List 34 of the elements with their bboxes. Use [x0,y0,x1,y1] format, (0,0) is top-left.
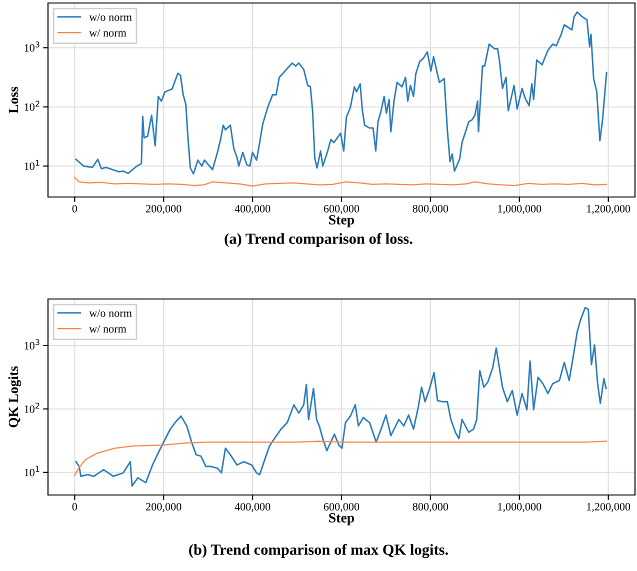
x-tick-label: 400,000 [234,502,270,512]
line-series [74,176,608,187]
legend-label: w/o norm [89,13,132,21]
x-tick-label: 800,000 [412,502,448,512]
legend-label: w/o norm [89,309,132,317]
y-tick-label: 10$^{3}$ [24,42,40,52]
x-tick-label: 400,000 [234,204,270,214]
x-axis-title: Step [329,513,354,526]
y-tick-label: 10$^{3}$ [24,339,40,350]
x-tick-label: 600,000 [324,204,360,214]
x-tick-label: 800,000 [412,204,448,214]
x-tick-label: 0 [72,502,78,510]
x-axis-title: Step [329,215,354,228]
x-tick-label: 600,000 [324,502,360,512]
y-axis-title: QK Logits [8,366,22,428]
y-tick-label: 10$^{2}$ [24,402,40,413]
x-tick-label: 0 [72,204,78,212]
line-series [75,306,607,487]
text: (b) Trend comparison of max QK logits. [189,544,448,558]
x-tick-label: 1,200,000 [587,204,630,214]
text: (a) Trend comparison of loss. [224,232,412,248]
y-tick-label: 10$^{1}$ [24,160,40,170]
line-series [75,11,608,175]
x-tick-label: 1,000,000 [498,204,542,214]
legend-label: w/ norm [89,29,126,37]
x-tick-label: 200,000 [146,502,182,512]
x-tick-label: 1,200,000 [587,502,630,512]
legend-label: w/ norm [89,325,126,333]
y-axis-title: Loss [8,86,18,114]
x-tick-label: 1,000,000 [498,502,542,512]
y-tick-label: 10$^{1}$ [24,466,40,476]
y-tick-label: 10$^{2}$ [24,100,40,111]
x-tick-label: 200,000 [146,204,182,214]
line-series [74,440,608,476]
